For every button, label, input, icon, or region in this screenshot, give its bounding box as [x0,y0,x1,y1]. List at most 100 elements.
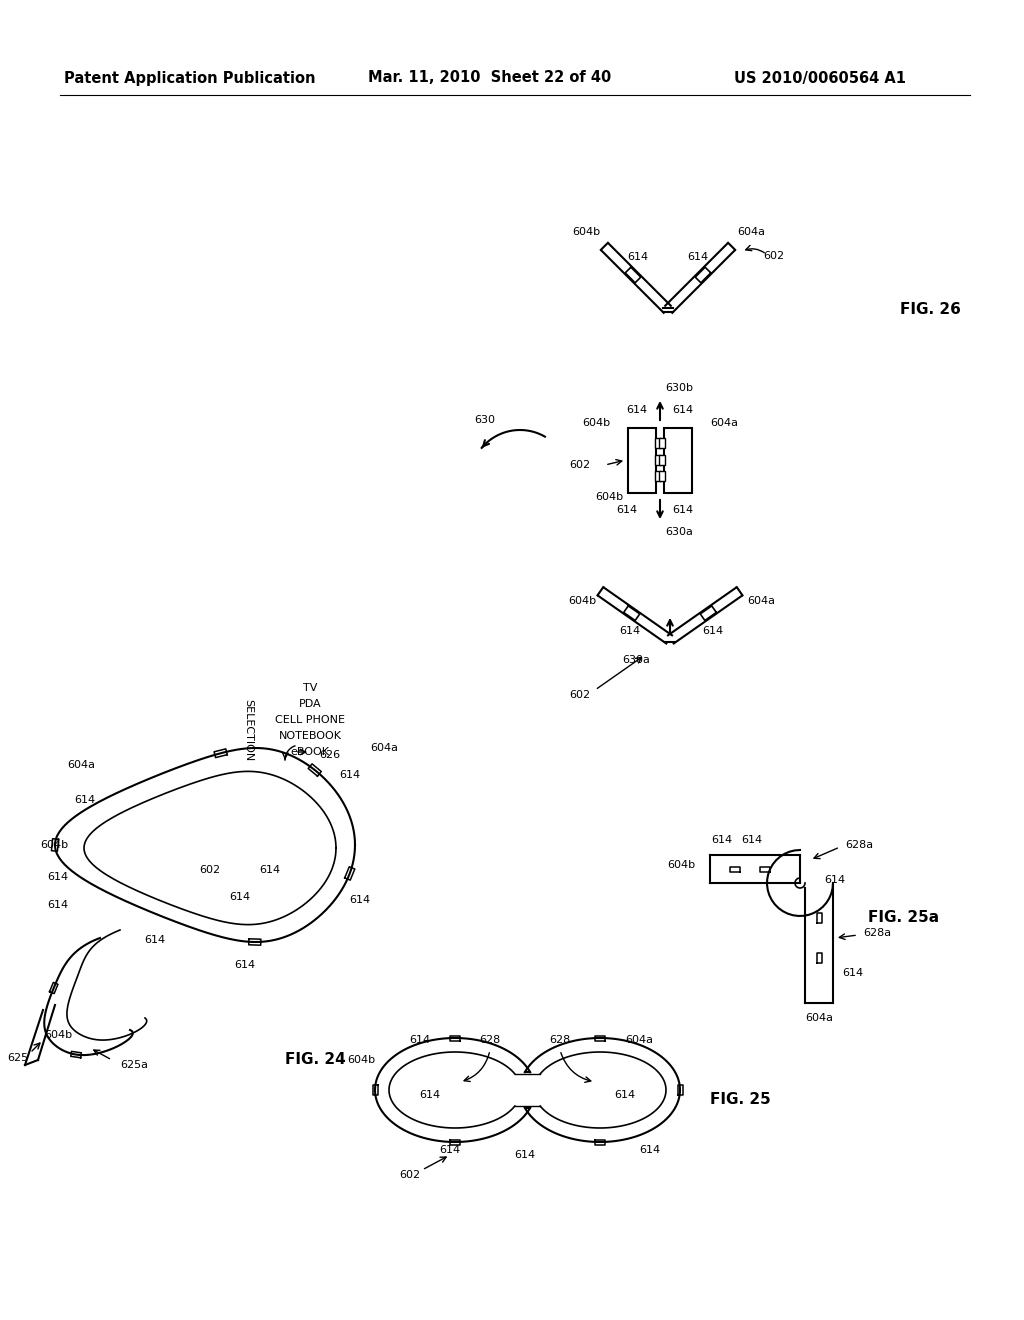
Polygon shape [373,1085,378,1096]
Text: TV: TV [303,682,317,693]
Polygon shape [695,267,711,282]
Polygon shape [450,1035,460,1040]
Text: 614: 614 [620,626,640,636]
Text: NOTEBOOK: NOTEBOOK [279,731,341,741]
Polygon shape [816,953,821,964]
Text: 604a: 604a [370,743,398,752]
Text: 614: 614 [349,895,371,906]
Text: 604a: 604a [748,597,775,606]
Text: CELL PHONE: CELL PHONE [275,715,345,725]
Polygon shape [450,1139,460,1144]
Text: 614: 614 [687,252,709,261]
Text: 604a: 604a [805,1012,833,1023]
Text: 630a: 630a [665,527,693,537]
Text: FIG. 24: FIG. 24 [285,1052,346,1068]
Polygon shape [71,1052,81,1057]
Text: 604b: 604b [347,1055,375,1065]
Polygon shape [626,267,641,282]
Text: 614: 614 [410,1035,430,1045]
Text: 626: 626 [319,750,341,760]
Text: 604a: 604a [710,418,738,428]
Text: 614: 614 [339,770,360,780]
Text: FIG. 25a: FIG. 25a [868,911,939,925]
Text: 614: 614 [614,1090,636,1100]
Text: 614: 614 [259,865,281,875]
Bar [659,455,665,465]
Text: 614: 614 [74,795,95,805]
Polygon shape [595,1139,605,1144]
Text: Mar. 11, 2010  Sheet 22 of 40: Mar. 11, 2010 Sheet 22 of 40 [369,70,611,86]
Text: 628: 628 [549,1035,570,1045]
Text: 630b: 630b [665,383,693,393]
Text: 614: 614 [628,252,648,261]
Text: FIG. 26: FIG. 26 [900,302,961,318]
Bar [659,438,665,447]
Text: 630a: 630a [623,655,650,665]
Polygon shape [760,866,770,871]
Text: 628a: 628a [845,840,873,850]
Text: 614: 614 [741,836,763,845]
Text: 614: 614 [144,935,166,945]
Text: 614: 614 [616,506,638,515]
Text: 604b: 604b [568,597,596,606]
Text: 614: 614 [439,1144,461,1155]
Text: 604a: 604a [67,760,95,770]
Text: FIG. 25: FIG. 25 [710,1093,771,1107]
Polygon shape [249,939,261,945]
Polygon shape [214,748,227,758]
Text: 602: 602 [569,459,590,470]
Text: 604b: 604b [582,418,610,428]
Text: Patent Application Publication: Patent Application Publication [65,70,315,86]
Polygon shape [308,764,322,776]
Polygon shape [624,606,640,620]
Text: 614: 614 [712,836,732,845]
Polygon shape [51,838,58,851]
Bar [659,471,665,480]
Bar [628,428,656,492]
Text: 604b: 604b [44,1030,72,1040]
Polygon shape [49,982,58,994]
Text: 625: 625 [7,1053,28,1063]
Text: 628a: 628a [863,928,891,939]
Text: 602: 602 [200,865,220,875]
Text: 614: 614 [673,506,693,515]
Text: 604b: 604b [572,227,600,238]
Text: US 2010/0060564 A1: US 2010/0060564 A1 [734,70,906,86]
Polygon shape [678,1085,683,1096]
Text: 602: 602 [763,251,784,261]
Polygon shape [700,606,717,620]
Polygon shape [345,867,354,880]
Text: eBOOK: eBOOK [291,747,330,756]
Text: 625a: 625a [120,1060,148,1071]
Text: 614: 614 [47,900,68,909]
Text: 602: 602 [569,690,591,700]
Text: 604a: 604a [625,1035,653,1045]
Text: 604b: 604b [40,840,68,850]
Text: PDA: PDA [299,700,322,709]
Bar [655,455,662,465]
Text: 614: 614 [843,968,863,978]
Polygon shape [816,913,821,923]
Text: 614: 614 [47,873,68,882]
Bar [655,471,662,480]
Text: 614: 614 [229,892,251,902]
Text: 614: 614 [824,875,846,884]
Text: 614: 614 [420,1090,440,1100]
Polygon shape [595,1035,605,1040]
Text: 614: 614 [514,1150,536,1160]
Text: 628: 628 [479,1035,501,1045]
Text: 604b: 604b [667,861,695,870]
Bar [664,428,692,492]
Text: 614: 614 [673,405,693,414]
Text: 604b: 604b [595,492,623,502]
Text: SELECTION: SELECTION [243,698,253,762]
Text: 614: 614 [627,405,647,414]
Text: 614: 614 [702,626,724,636]
Text: 614: 614 [234,960,256,970]
Text: 630: 630 [474,414,496,425]
Text: 602: 602 [399,1170,420,1180]
Bar [655,438,662,447]
Polygon shape [730,866,740,871]
Text: 604a: 604a [737,227,766,238]
Text: 614: 614 [639,1144,660,1155]
